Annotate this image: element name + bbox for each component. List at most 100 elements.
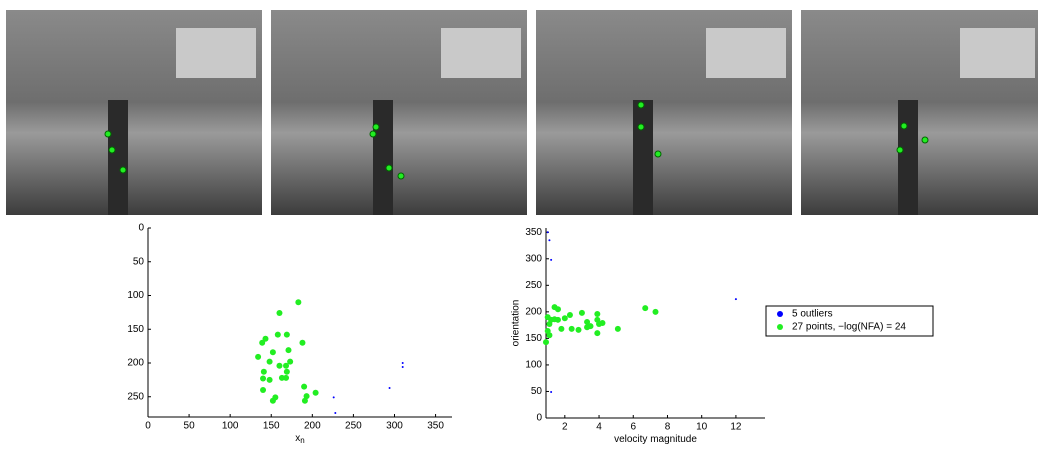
y-tick-label: 0 bbox=[536, 413, 542, 424]
point bbox=[260, 387, 267, 393]
x-tick-label: 6 bbox=[630, 422, 636, 433]
point bbox=[260, 368, 267, 375]
point bbox=[262, 335, 269, 342]
y-tick-label: 200 bbox=[525, 306, 542, 317]
x-tick-label: 250 bbox=[345, 421, 362, 432]
x-tick-label: 4 bbox=[596, 422, 602, 433]
point bbox=[266, 376, 273, 383]
point bbox=[299, 339, 306, 346]
photo bbox=[536, 10, 792, 215]
point bbox=[301, 397, 308, 404]
point bbox=[283, 331, 290, 338]
point bbox=[543, 339, 549, 346]
x-tick-label: 2 bbox=[562, 422, 568, 433]
point bbox=[584, 318, 591, 325]
point bbox=[255, 353, 262, 360]
point bbox=[283, 374, 290, 381]
legend-label: 5 outliers bbox=[792, 309, 833, 320]
point bbox=[276, 362, 283, 369]
x-tick-label: 300 bbox=[386, 421, 403, 432]
y-tick-label: 250 bbox=[127, 391, 144, 402]
point bbox=[550, 390, 553, 393]
x-axis-label-text: x bbox=[295, 433, 300, 444]
x-axis-label: velocity magnitude bbox=[614, 434, 697, 444]
y-tick-label: 100 bbox=[127, 290, 144, 301]
point bbox=[575, 326, 582, 333]
point bbox=[274, 331, 281, 338]
point bbox=[594, 330, 601, 337]
y-tick-label: 0 bbox=[138, 223, 144, 234]
point bbox=[614, 325, 621, 332]
y-tick-label: 50 bbox=[133, 256, 145, 267]
photo-strip bbox=[6, 10, 1038, 215]
y-tick-label: 150 bbox=[127, 324, 144, 335]
point bbox=[269, 349, 276, 356]
point bbox=[312, 389, 319, 396]
point bbox=[558, 325, 565, 332]
x-axis-label: xn bbox=[295, 433, 304, 444]
y-tick-label: 100 bbox=[525, 360, 542, 371]
point bbox=[566, 312, 573, 319]
point bbox=[546, 231, 549, 234]
x-tick-label: 350 bbox=[427, 421, 444, 432]
point bbox=[550, 258, 553, 261]
photo bbox=[801, 10, 1038, 215]
x-tick-label: 12 bbox=[730, 422, 742, 433]
point bbox=[259, 339, 266, 346]
x-tick-label: 10 bbox=[696, 422, 708, 433]
legend-label: 27 points, −log(NFA) = 24 bbox=[792, 322, 906, 333]
x-tick-label: 50 bbox=[184, 421, 196, 432]
point bbox=[266, 358, 273, 365]
y-tick-label: 200 bbox=[127, 358, 144, 369]
point bbox=[269, 397, 276, 404]
point bbox=[554, 316, 561, 323]
point bbox=[388, 386, 391, 389]
point bbox=[283, 368, 290, 375]
y-axis-label: orientation bbox=[511, 300, 522, 347]
legend-marker bbox=[777, 324, 783, 330]
x-axis-label-text: velocity magnitude bbox=[614, 434, 697, 444]
point bbox=[568, 325, 575, 332]
point bbox=[554, 306, 561, 313]
point bbox=[332, 396, 335, 399]
photo bbox=[271, 10, 527, 215]
point bbox=[276, 310, 283, 317]
point bbox=[334, 411, 337, 414]
point bbox=[303, 393, 310, 400]
point bbox=[401, 362, 404, 364]
point bbox=[548, 239, 551, 242]
point bbox=[401, 366, 404, 369]
y-tick-label: 350 bbox=[525, 227, 542, 238]
x-tick-label: 200 bbox=[304, 421, 321, 432]
point bbox=[260, 375, 267, 382]
y-tick-label: 50 bbox=[531, 386, 543, 397]
point bbox=[561, 315, 568, 322]
legend-marker bbox=[777, 311, 783, 317]
point bbox=[283, 362, 290, 369]
photo bbox=[6, 10, 262, 215]
point bbox=[587, 323, 594, 330]
point bbox=[642, 305, 649, 312]
point bbox=[295, 299, 302, 306]
point bbox=[278, 374, 285, 381]
y-tick-label: 250 bbox=[525, 280, 542, 291]
point bbox=[599, 320, 606, 326]
x-tick-label: 8 bbox=[665, 422, 671, 433]
point bbox=[287, 358, 294, 365]
point bbox=[285, 347, 292, 354]
x-axis-label-sub: n bbox=[300, 436, 304, 444]
y-tick-label: 300 bbox=[525, 253, 542, 264]
point bbox=[546, 321, 553, 328]
chart: 2 4 6 8 10 12 0 50 100 150 200 250 300 350 velocity ma… bbox=[511, 227, 934, 445]
point bbox=[578, 309, 585, 316]
point bbox=[652, 308, 659, 315]
chart: 0 50 100 150 200 250 300 350 0 50 100 150 200 250 xn bbox=[127, 223, 452, 445]
point bbox=[546, 332, 553, 339]
point bbox=[301, 383, 308, 390]
point bbox=[734, 298, 737, 301]
x-tick-label: 0 bbox=[145, 421, 151, 432]
point bbox=[594, 310, 601, 317]
x-tick-label: 100 bbox=[222, 421, 239, 432]
